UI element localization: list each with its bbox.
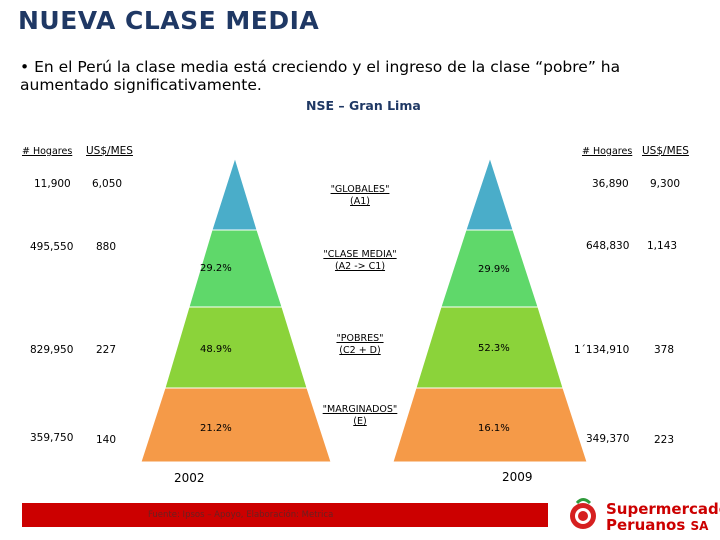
segment-label-pobres-line1: "POBRES" <box>336 333 384 344</box>
left-hogares-globales: 11,900 <box>34 178 71 190</box>
logo-text-line2: Peruanos SA <box>606 516 708 534</box>
right-hogares-clase-media: 648,830 <box>586 240 630 252</box>
left-pyramid-marginados <box>140 387 332 463</box>
right-percent-marginados: 16.1% <box>478 423 510 434</box>
page-title: NUEVA CLASE MEDIA <box>18 6 320 35</box>
footer-source: Fuente: Ipsos – Apoyo, Elaboración: Metr… <box>148 510 334 520</box>
right-percent-pobres: 52.3% <box>478 343 510 354</box>
left-hogares-marginados: 359,750 <box>30 432 74 444</box>
left-header-hogares: # Hogares <box>22 146 73 157</box>
right-hogares-pobres: 1´134,910 <box>574 344 630 356</box>
nse-title: NSE – Gran Lima <box>306 98 421 113</box>
right-percent-clase-media: 29.9% <box>478 264 510 275</box>
right-usd-pobres: 378 <box>654 344 675 356</box>
right-usd-marginados: 223 <box>654 434 675 446</box>
logo-text-suffix: SA <box>690 519 709 533</box>
segment-label-globales: "GLOBALES" (A1) <box>320 184 400 208</box>
right-pyramid-globales <box>465 156 514 231</box>
left-hogares-pobres: 829,950 <box>30 344 74 356</box>
segment-label-marginados: "MARGINADOS" (E) <box>314 404 406 428</box>
segment-label-clase-media-line1: "CLASE MEDIA" <box>323 249 397 260</box>
segment-label-clase-media-line2: (A2 -> C1) <box>334 261 386 272</box>
left-hogares-clase-media: 495,550 <box>30 241 74 253</box>
intro-bullet: • En el Perú la clase media está crecien… <box>20 58 621 94</box>
left-percent-marginados: 21.2% <box>200 423 232 434</box>
right-usd-globales: 9,300 <box>650 178 681 190</box>
segment-label-globales-line2: (A1) <box>350 196 370 207</box>
segment-label-pobres: "POBRES" (C2 + D) <box>320 333 400 357</box>
right-hogares-globales: 36,890 <box>592 178 629 190</box>
logo-text-line1: Supermercados <box>606 500 720 518</box>
left-pyramid-pobres <box>164 306 308 389</box>
left-usd-pobres: 227 <box>96 344 117 356</box>
supermercados-logo-icon <box>570 498 596 529</box>
left-usd-marginados: 140 <box>96 434 117 446</box>
left-header-usd: US$/MES <box>86 145 133 157</box>
right-hogares-marginados: 349,370 <box>586 433 630 445</box>
segment-label-clase-media: "CLASE MEDIA" (A2 -> C1) <box>314 249 406 273</box>
left-percent-pobres: 48.9% <box>200 344 232 355</box>
right-year: 2009 <box>502 470 533 484</box>
right-header-hogares: # Hogares <box>582 146 633 157</box>
logo-text-peruanos: Peruanos <box>606 516 686 534</box>
segment-label-pobres-line2: (C2 + D) <box>339 345 381 356</box>
footer-bar <box>22 503 548 527</box>
left-usd-clase-media: 880 <box>96 241 117 253</box>
segment-label-marginados-line2: (E) <box>353 416 367 427</box>
left-pyramid-globales <box>211 156 258 231</box>
right-usd-clase-media: 1,143 <box>647 240 678 252</box>
left-percent-clase-media: 29.2% <box>200 263 232 274</box>
left-year: 2002 <box>174 471 205 485</box>
segment-label-globales-line1: "GLOBALES" <box>330 184 390 195</box>
right-header-usd: US$/MES <box>642 145 689 157</box>
segment-label-marginados-line1: "MARGINADOS" <box>322 404 398 415</box>
right-pyramid-marginados <box>392 387 588 463</box>
left-usd-globales: 6,050 <box>92 178 123 190</box>
